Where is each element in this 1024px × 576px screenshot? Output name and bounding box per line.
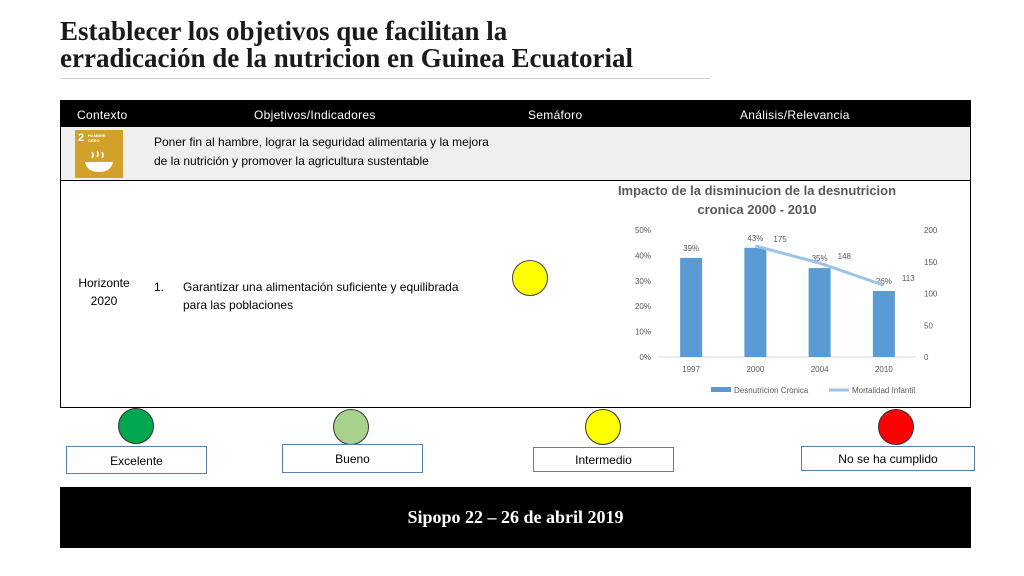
x-tick-label: 2010	[875, 365, 893, 374]
y-left-tick-label: 0%	[639, 353, 651, 362]
semaforo-indicator	[512, 260, 548, 296]
sdg-number: 2	[78, 132, 85, 144]
line-data-label: 175	[773, 235, 787, 244]
bar-desnutricion	[744, 247, 767, 357]
legend-dot-excelente	[118, 408, 154, 444]
legend-dot-intermedio	[585, 409, 621, 445]
impact-chart: Impacto de la disminucion de la desnutri…	[618, 183, 938, 395]
chart-title-line2: cronica 2000 - 2010	[697, 202, 816, 217]
header-semaforo: Semáforo	[528, 108, 583, 122]
line-data-label: 113	[902, 274, 915, 283]
table-header: Contexto Objetivos/Indicadores Semáforo …	[61, 101, 970, 127]
table-row-goal: 2 HAMBRE CERO Poner fin al hambre, logra…	[61, 127, 970, 181]
horizon-label: Horizonte	[78, 276, 130, 290]
y-left-tick-label: 10%	[635, 328, 651, 337]
objective-number: 1.	[154, 280, 165, 294]
y-right-tick-label: 50	[924, 321, 933, 330]
legend-label-no-cumplido: No se ha cumplido	[801, 446, 975, 471]
bar-data-label: 26%	[876, 277, 892, 286]
header-analisis: Análisis/Relevancia	[740, 108, 850, 122]
legend-dot-no-cumplido	[878, 409, 914, 445]
horizon-year: 2020	[90, 294, 118, 308]
horizon-cell: Horizonte 2020	[61, 274, 147, 310]
legend-label-desnutricion: Desnutricion Cronica	[734, 386, 809, 395]
bar-data-label: 35%	[812, 254, 828, 263]
sdg-label: HAMBRE CERO	[88, 133, 106, 143]
bar-desnutricion	[872, 290, 895, 357]
y-right-tick-label: 200	[924, 226, 938, 235]
y-right-tick-label: 150	[924, 258, 938, 267]
title-divider	[60, 78, 710, 79]
page-title-line2: erradicación de la nutricion en Guinea E…	[60, 43, 633, 73]
goal-text: Poner fin al hambre, lograr la seguridad…	[154, 135, 489, 168]
bar-desnutricion	[808, 268, 831, 357]
sdg-2-icon: 2 HAMBRE CERO	[75, 130, 123, 178]
objective-text: Garantizar una alimentación suficiente y…	[183, 280, 459, 312]
legend-label-intermedio: Intermedio	[533, 447, 674, 472]
x-tick-label: 1997	[682, 365, 700, 374]
legend-label-bueno: Bueno	[282, 444, 423, 473]
bar-data-label: 39%	[683, 244, 699, 253]
legend-swatch-desnutricion	[711, 387, 731, 392]
header-contexto: Contexto	[77, 108, 128, 122]
legend-label-mortalidad: Mortalidad Infantil	[852, 386, 915, 395]
line-mortalidad	[754, 244, 885, 287]
y-left-tick-label: 50%	[635, 226, 651, 235]
bar-desnutricion	[680, 257, 703, 357]
y-left-tick-label: 20%	[635, 302, 651, 311]
y-right-tick-label: 100	[924, 290, 938, 299]
x-tick-label: 2000	[746, 365, 764, 374]
y-right-tick-label: 0	[924, 353, 929, 362]
objectives-table: Contexto Objetivos/Indicadores Semáforo …	[60, 100, 971, 408]
x-tick-label: 2004	[811, 365, 829, 374]
footer-banner: Sipopo 22 – 26 de abril 2019	[60, 487, 971, 548]
page-title-line1: Establecer los objetivos que facilitan l…	[60, 16, 508, 46]
line-data-label: 148	[838, 252, 852, 261]
header-objetivos: Objetivos/Indicadores	[254, 108, 376, 122]
y-left-tick-label: 30%	[635, 277, 651, 286]
y-left-tick-label: 40%	[635, 251, 651, 260]
bowl-icon	[85, 150, 113, 172]
page-title: Establecer los objetivos que facilitan l…	[60, 18, 760, 72]
legend-dot-bueno	[333, 409, 369, 445]
legend-label-excelente: Excelente	[66, 446, 207, 474]
table-row-objective: Horizonte 2020 1. Garantizar una aliment…	[61, 180, 970, 407]
bar-data-label: 43%	[747, 234, 763, 243]
chart-title-line1: Impacto de la disminucion de la desnutri…	[618, 183, 896, 198]
